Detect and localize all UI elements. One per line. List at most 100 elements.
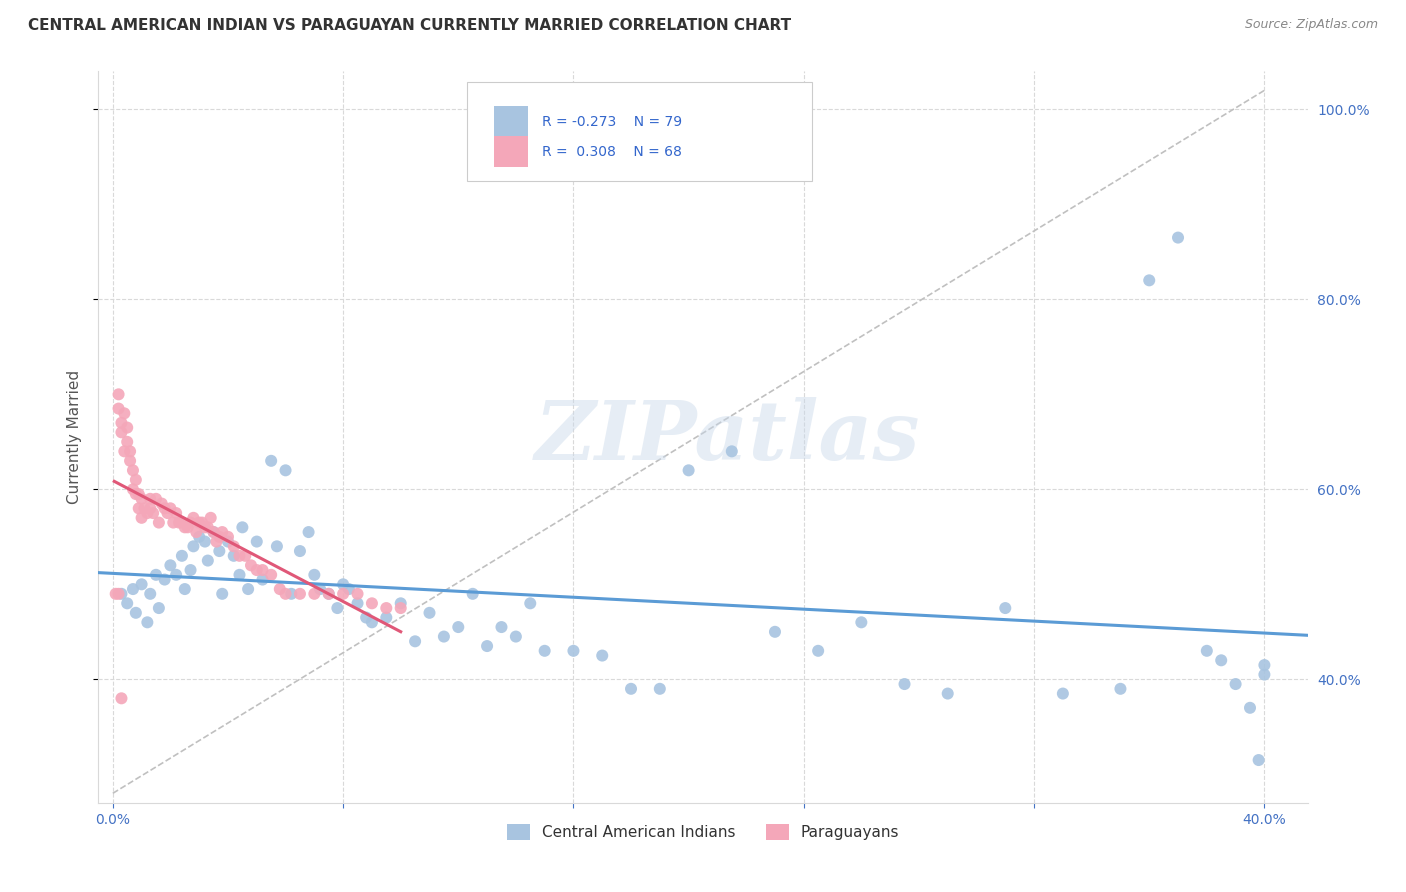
Point <box>131 491 153 506</box>
Point <box>1137 273 1160 287</box>
Point <box>720 444 742 458</box>
Point <box>274 463 297 477</box>
Point <box>145 567 167 582</box>
Point <box>1195 644 1218 658</box>
Point <box>418 606 440 620</box>
Point <box>128 501 150 516</box>
Point <box>304 587 326 601</box>
Point <box>994 601 1017 615</box>
Point <box>150 497 173 511</box>
Point <box>217 530 239 544</box>
Point <box>233 549 256 563</box>
Point <box>346 596 368 610</box>
Point <box>389 596 412 610</box>
Point <box>208 544 231 558</box>
Text: R =  0.308    N = 68: R = 0.308 N = 68 <box>543 145 682 159</box>
Point <box>142 506 165 520</box>
Point <box>851 615 873 630</box>
Point <box>176 520 198 534</box>
Point <box>475 639 498 653</box>
Point <box>648 681 671 696</box>
Point <box>1109 681 1132 696</box>
Point <box>134 501 156 516</box>
Point <box>180 563 202 577</box>
Point <box>228 567 250 582</box>
Point <box>678 463 700 477</box>
Point <box>148 601 170 615</box>
Point <box>170 516 193 530</box>
Point <box>318 587 340 601</box>
Point <box>136 506 159 520</box>
Point <box>1247 753 1270 767</box>
Point <box>228 549 250 563</box>
Point <box>131 577 153 591</box>
Text: CENTRAL AMERICAN INDIAN VS PARAGUAYAN CURRENTLY MARRIED CORRELATION CHART: CENTRAL AMERICAN INDIAN VS PARAGUAYAN CU… <box>28 18 792 33</box>
Point <box>591 648 613 663</box>
Text: ZIPatlas: ZIPatlas <box>534 397 920 477</box>
Point <box>112 406 135 420</box>
Point <box>107 387 129 401</box>
Point <box>107 401 129 416</box>
Point <box>165 567 187 582</box>
Point <box>200 511 222 525</box>
Point <box>110 691 132 706</box>
Point <box>620 681 643 696</box>
Point <box>173 582 195 596</box>
Point <box>246 534 269 549</box>
Point <box>240 558 263 573</box>
Point <box>197 520 219 534</box>
Point <box>173 520 195 534</box>
Point <box>461 587 484 601</box>
Point <box>288 587 311 601</box>
Text: R = -0.273    N = 79: R = -0.273 N = 79 <box>543 115 682 128</box>
Point <box>1225 677 1247 691</box>
Point <box>354 610 377 624</box>
Point <box>763 624 786 639</box>
Point <box>231 520 253 534</box>
Point <box>1239 701 1261 715</box>
Point <box>211 587 233 601</box>
Point <box>139 491 162 506</box>
Point <box>246 563 269 577</box>
Point <box>533 644 555 658</box>
Point <box>309 582 332 596</box>
Point <box>125 606 148 620</box>
Point <box>194 520 217 534</box>
Point <box>208 530 231 544</box>
Point <box>1052 687 1074 701</box>
Point <box>505 630 527 644</box>
Point <box>893 677 915 691</box>
Point <box>361 615 384 630</box>
Point <box>112 444 135 458</box>
Point <box>433 630 456 644</box>
Point <box>107 587 129 601</box>
Text: Source: ZipAtlas.com: Source: ZipAtlas.com <box>1244 18 1378 31</box>
Point <box>288 544 311 558</box>
Point <box>183 539 205 553</box>
Point <box>211 524 233 539</box>
Point <box>202 524 225 539</box>
Point <box>1167 230 1189 244</box>
Point <box>337 582 360 596</box>
Point <box>128 487 150 501</box>
Point <box>120 454 142 468</box>
Point <box>346 587 368 601</box>
Point <box>125 473 148 487</box>
Point <box>110 425 132 440</box>
Point <box>202 524 225 539</box>
Point <box>807 644 830 658</box>
Point <box>110 587 132 601</box>
FancyBboxPatch shape <box>467 82 811 181</box>
Point <box>139 501 162 516</box>
Point <box>252 573 274 587</box>
Point <box>236 582 259 596</box>
Point <box>159 501 181 516</box>
FancyBboxPatch shape <box>494 136 527 167</box>
Point <box>110 416 132 430</box>
Point <box>122 463 145 477</box>
Point <box>131 511 153 525</box>
Point <box>139 587 162 601</box>
Point <box>1253 667 1275 681</box>
Point <box>562 644 585 658</box>
Point <box>519 596 541 610</box>
